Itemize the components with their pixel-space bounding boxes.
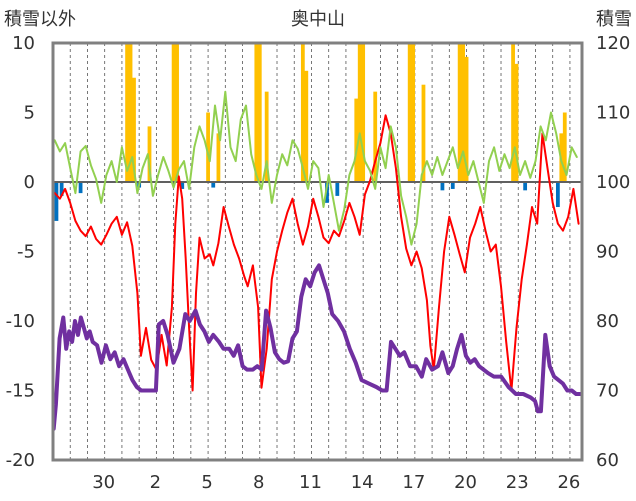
x-tick-label: 5 <box>201 472 212 493</box>
left-tick-label: 0 <box>24 172 35 193</box>
x-tick-label: 2 <box>150 472 161 493</box>
precip-bar <box>206 112 210 182</box>
left-tick-label: -15 <box>6 381 35 402</box>
precip-bar <box>511 43 515 182</box>
precip-bar <box>325 182 329 203</box>
precip-bar <box>54 182 59 221</box>
precip-bar <box>132 77 136 182</box>
precip-bar <box>361 43 366 182</box>
precip-bar <box>78 182 83 194</box>
chart-title: 奥中山 <box>291 9 345 30</box>
precip-bar <box>357 43 362 182</box>
precip-bar <box>461 43 465 182</box>
left-tick-label: -20 <box>6 450 35 471</box>
precip-bar <box>180 182 185 189</box>
x-tick-label: 30 <box>92 472 115 493</box>
precip-bar <box>171 43 176 182</box>
precip-bar <box>257 43 262 182</box>
precipitation-bars <box>54 43 567 221</box>
precip-bar <box>59 182 64 196</box>
left-tick-label: -5 <box>17 242 35 263</box>
precip-bar <box>555 182 560 208</box>
right-tick-label: 80 <box>596 311 619 332</box>
precip-bar <box>147 126 152 182</box>
right-tick-label: 100 <box>596 172 630 193</box>
left-tick-label: 10 <box>12 33 35 54</box>
precip-bar <box>457 43 462 182</box>
precip-bar <box>354 98 359 182</box>
vertical-gridlines <box>69 43 571 460</box>
precip-bar <box>211 182 216 188</box>
temperature-line <box>53 114 580 392</box>
precip-bar <box>304 70 309 182</box>
precip-bar <box>523 182 528 191</box>
left-axis-label: 積雪以外 <box>4 9 76 30</box>
right-axis-ticks: 120 110 100 90 80 70 60 <box>596 33 630 471</box>
precip-bar <box>175 43 179 182</box>
series-lines <box>51 90 583 431</box>
plot-frame <box>51 41 584 462</box>
precip-bar <box>407 43 412 182</box>
x-tick-label: 11 <box>299 472 322 493</box>
precip-bar <box>411 43 416 182</box>
x-tick-label: 17 <box>402 472 425 493</box>
precip-bar <box>125 43 129 182</box>
precip-bar <box>264 91 269 182</box>
x-tick-label: 26 <box>557 472 580 493</box>
precip-bar <box>464 56 469 182</box>
x-tick-label: 14 <box>351 472 374 493</box>
precip-bar <box>562 112 567 182</box>
precip-bar <box>216 133 221 182</box>
x-tick-label: 23 <box>506 472 529 493</box>
wind-line <box>53 90 578 246</box>
precip-bar <box>128 43 133 182</box>
left-axis-ticks: 10 5 0 -5 -10 -15 -20 <box>6 33 35 471</box>
precip-bar <box>373 91 378 182</box>
precip-bar <box>300 43 305 182</box>
x-axis-ticks: 30 2 5 8 11 14 17 20 23 26 <box>92 472 580 493</box>
right-axis-label: 積雪 <box>596 9 632 30</box>
right-tick-label: 120 <box>596 33 630 54</box>
right-tick-label: 110 <box>596 103 630 124</box>
snow_depth-line <box>51 263 583 431</box>
x-tick-label: 20 <box>454 472 477 493</box>
left-tick-label: -10 <box>6 311 35 332</box>
precip-bar <box>514 63 519 182</box>
x-tick-label: 8 <box>253 472 264 493</box>
precip-bar <box>421 84 426 182</box>
left-tick-label: 5 <box>24 103 35 124</box>
precip-bar <box>254 43 259 182</box>
precip-bar <box>450 182 455 189</box>
precip-bar <box>335 182 340 196</box>
right-tick-label: 60 <box>596 450 619 471</box>
right-tick-label: 70 <box>596 381 619 402</box>
precip-bar <box>440 182 445 191</box>
right-tick-label: 90 <box>596 242 619 263</box>
